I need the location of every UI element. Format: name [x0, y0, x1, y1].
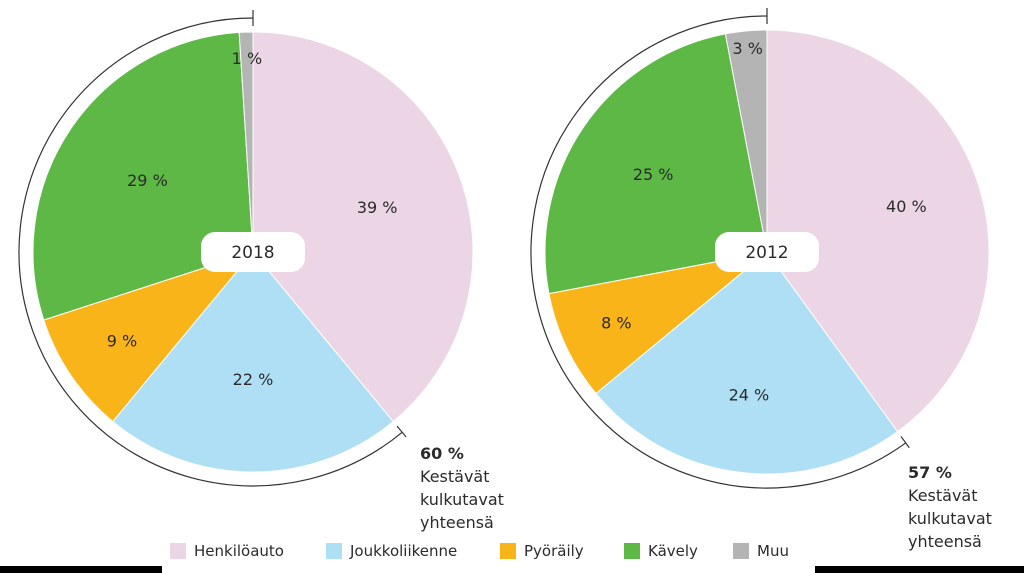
- legend-label: Pyöräily: [524, 542, 584, 560]
- year-label: 2012: [745, 243, 788, 263]
- value-label-muu: 1 %: [232, 49, 262, 68]
- sustainable-total-caption: Kestävät: [908, 486, 978, 505]
- legend-swatch: [326, 543, 342, 559]
- bottom-bar-left: [0, 566, 162, 573]
- slice-joukkoliikenne: [112, 251, 394, 473]
- legend-item-kävely: Kävely: [624, 542, 698, 560]
- sustainable-total-value: 60 %: [420, 444, 464, 463]
- slice-muu: [238, 31, 254, 253]
- bracket-tick-start: [900, 436, 910, 449]
- legend-item-henkilöauto: Henkilöauto: [170, 542, 284, 560]
- legend-item-pyöräily: Pyöräily: [500, 542, 584, 560]
- value-label-muu: 3 %: [733, 39, 763, 58]
- value-label-kävely: 25 %: [633, 165, 674, 184]
- sustainable-total-value: 57 %: [908, 463, 952, 482]
- slice-joukkoliikenne: [595, 251, 899, 475]
- sustainable-bracket: [18, 17, 403, 487]
- year-badge: [715, 232, 819, 272]
- slice-muu: [724, 29, 768, 253]
- sustainable-total-caption: kulkutavat: [908, 509, 992, 528]
- slice-kävely: [32, 31, 254, 321]
- bracket-tick-start: [396, 425, 407, 438]
- value-label-henkilöauto: 39 %: [357, 198, 398, 217]
- legend-swatch: [170, 543, 186, 559]
- legend: Henkilöauto Joukkoliikenne Pyöräily Kävely M…: [170, 542, 789, 560]
- legend-label: Joukkoliikenne: [349, 542, 457, 560]
- sustainable-bracket: [530, 15, 907, 489]
- value-label-joukkoliikenne: 24 %: [729, 386, 770, 405]
- legend-swatch: [500, 543, 516, 559]
- slice-henkilöauto: [252, 31, 474, 423]
- legend-swatch: [624, 543, 640, 559]
- legend-label: Kävely: [648, 542, 698, 560]
- year-label: 2018: [231, 243, 274, 263]
- value-label-pyöräily: 8 %: [601, 313, 631, 332]
- value-label-joukkoliikenne: 22 %: [233, 370, 274, 389]
- slice-henkilöauto: [766, 29, 990, 433]
- sustainable-total-caption: yhteensä: [420, 513, 494, 532]
- year-badge: [201, 232, 305, 272]
- bottom-bar-right: [815, 566, 1024, 573]
- legend-label: Muu: [757, 542, 789, 560]
- slice-pyöräily: [548, 251, 768, 395]
- sustainable-total-caption: Kestävät: [420, 467, 490, 486]
- legend-item-joukkoliikenne: Joukkoliikenne: [326, 542, 457, 560]
- legend-swatch: [733, 543, 749, 559]
- slice-pyöräily: [43, 250, 255, 423]
- pie-chart-2012: 40 % 24 % 8 % 25 % 3 % 2012 57 % Kestävät kulkut…: [530, 8, 992, 551]
- sustainable-total-caption: kulkutavat: [420, 490, 504, 509]
- pie-chart-2018: 39 % 22 % 9 % 29 % 1 % 2018 60 % Kestävät kulkut…: [18, 10, 504, 532]
- value-label-pyöräily: 9 %: [107, 332, 137, 351]
- legend-item-muu: Muu: [733, 542, 789, 560]
- legend-label: Henkilöauto: [194, 542, 284, 560]
- sustainable-total-caption: yhteensä: [908, 532, 982, 551]
- value-label-henkilöauto: 40 %: [886, 197, 927, 216]
- value-label-kävely: 29 %: [127, 171, 168, 190]
- slice-kävely: [544, 33, 768, 295]
